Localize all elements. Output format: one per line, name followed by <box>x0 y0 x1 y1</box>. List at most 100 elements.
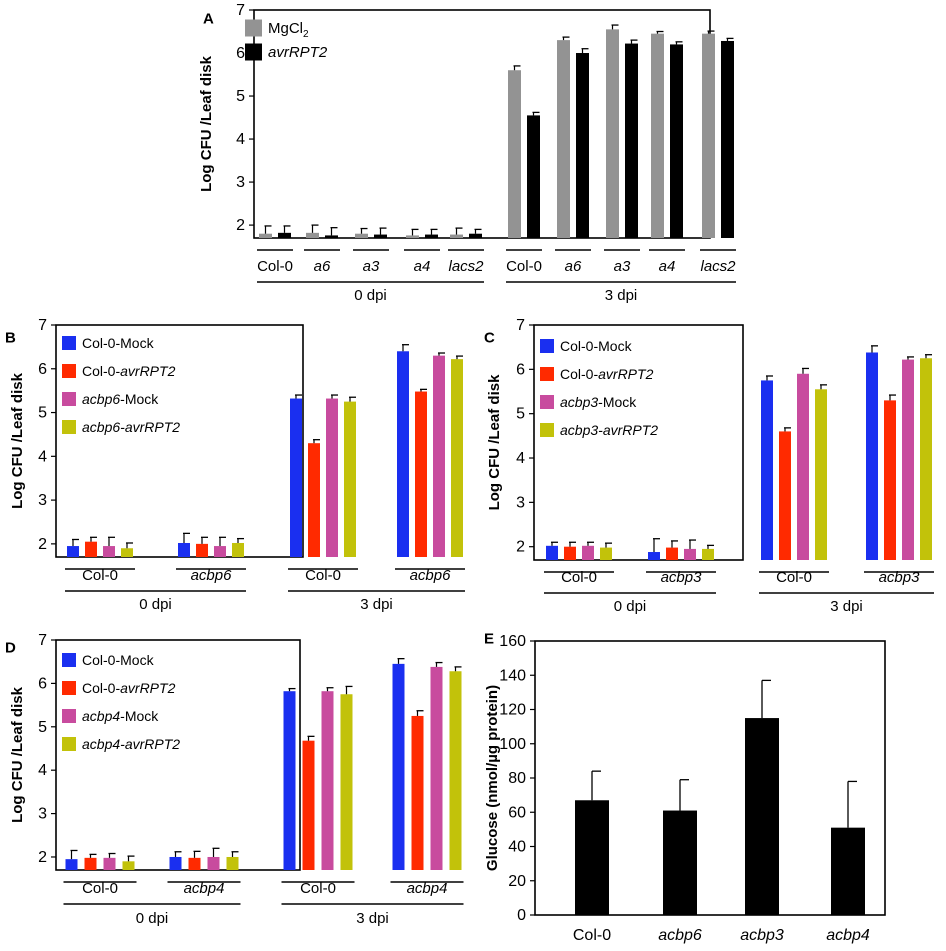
y-tick-label: 3 <box>236 174 245 191</box>
bar <box>797 373 809 560</box>
y-tick-label: 4 <box>516 450 525 467</box>
legend-label-prefix: Col-0- <box>82 363 120 379</box>
y-tick-label: 3 <box>38 492 47 509</box>
x-group-label: 0 dpi <box>614 598 647 615</box>
y-tick-label: 7 <box>38 632 47 649</box>
bar <box>779 431 791 560</box>
bar <box>308 443 320 557</box>
x-category-label: Col-0 <box>506 258 542 275</box>
legend-swatch <box>62 709 76 723</box>
y-tick-label: 5 <box>38 719 47 736</box>
x-category-label: a6 <box>565 258 582 275</box>
x-category-label: acbp6 <box>191 567 233 584</box>
x-category-label: acbp4 <box>184 880 225 897</box>
bar <box>169 856 182 870</box>
x-category-label: Col-0 <box>561 569 597 586</box>
x-category-label: acbp4 <box>407 880 448 897</box>
legend-label-text: MgCl <box>268 20 303 37</box>
y-tick-label: 6 <box>38 675 47 692</box>
legend-label: acbp6-avrRPT2 <box>82 419 180 435</box>
x-category-label: lacs2 <box>700 258 736 275</box>
legend-label: Col-0-avrRPT2 <box>560 366 654 382</box>
bar <box>325 235 338 238</box>
x-group-label: 0 dpi <box>136 910 169 927</box>
bar <box>557 40 570 239</box>
y-tick-label: 5 <box>236 88 245 105</box>
legend-label-subscript: 2 <box>303 29 309 40</box>
y-tick-label: 7 <box>516 317 525 334</box>
x-category-label: lacs2 <box>448 258 484 275</box>
y-axis-title: Log CFU /Leaf disk <box>9 372 26 509</box>
y-tick-label: 6 <box>38 361 47 378</box>
legend-label-prefix: acbp4 <box>82 708 120 724</box>
x-group-label: 3 dpi <box>356 910 389 927</box>
panel-b: B 2 3 4 5 6 7 Log CFU /Leaf disk Col-0 acbp6 0 dpi… <box>5 317 465 613</box>
y-tick-label: 140 <box>499 667 526 684</box>
y-tick-label: 7 <box>38 317 47 334</box>
y-tick-label: 4 <box>38 762 47 779</box>
bar <box>392 663 405 870</box>
bar <box>663 810 697 915</box>
bar <box>411 715 424 870</box>
x-category-label: a3 <box>363 258 380 275</box>
legend-label-text: avrRPT2 <box>598 366 653 382</box>
bar <box>761 380 773 560</box>
legend-label: acbp4-Mock <box>82 708 159 724</box>
bar <box>670 44 683 238</box>
bar <box>178 542 190 557</box>
y-tick-label: 4 <box>38 448 47 465</box>
y-axis-title: Log CFU /Leaf disk <box>9 686 26 823</box>
bar <box>469 233 482 238</box>
bar <box>326 398 338 557</box>
legend-label-text: -Mock <box>120 708 159 724</box>
bar <box>397 351 409 557</box>
y-tick-label: 20 <box>508 873 526 890</box>
x-category-label: acbp3 <box>661 569 703 586</box>
legend-label: Col-0-Mock <box>82 652 155 668</box>
legend-label-prefix: acbp3 <box>560 422 598 438</box>
bar <box>196 543 208 557</box>
legend-swatch <box>62 336 76 350</box>
legend-swatch <box>62 653 76 667</box>
legend-label-prefix: acbp6 <box>82 391 120 407</box>
y-tick-label: 0 <box>517 907 526 924</box>
bar <box>564 546 576 560</box>
bar <box>344 401 356 557</box>
legend-label: Col-0-avrRPT2 <box>82 680 176 696</box>
bar <box>425 234 438 238</box>
bar <box>527 115 540 238</box>
bar <box>648 552 660 560</box>
bar <box>65 859 78 870</box>
y-tick-label: 120 <box>499 702 526 719</box>
bar <box>450 234 463 238</box>
plot-frame <box>533 324 744 561</box>
legend-label-prefix: acbp6 <box>82 419 120 435</box>
bar <box>226 856 239 870</box>
bar <box>831 827 865 915</box>
bar <box>582 545 594 560</box>
bar <box>67 546 79 557</box>
y-tick-label: 3 <box>516 494 525 511</box>
y-tick-label: 4 <box>236 131 245 148</box>
legend-label-text: -avrRPT2 <box>598 422 658 438</box>
x-category-label: Col-0 <box>776 569 812 586</box>
legend-label: avrRPT2 <box>268 44 328 61</box>
y-tick-label: 2 <box>38 536 47 553</box>
legend-label-text: avrRPT2 <box>120 680 175 696</box>
bar <box>355 233 368 238</box>
legend-label: acbp3-avrRPT2 <box>560 422 658 438</box>
bar <box>340 694 353 870</box>
panel-letter: E <box>484 630 494 647</box>
plot-frame <box>55 639 301 871</box>
legend-swatch <box>62 420 76 434</box>
bar <box>884 400 896 560</box>
bar <box>84 857 97 870</box>
legend-label-text: -avrRPT2 <box>120 419 180 435</box>
y-tick-label: 40 <box>508 839 526 856</box>
legend-label-text: -Mock <box>598 394 637 410</box>
legend-label: MgCl2 <box>268 20 309 40</box>
bar <box>508 70 521 239</box>
x-category-label: Col-0 <box>82 880 118 897</box>
bar <box>290 398 302 557</box>
bar <box>232 542 244 557</box>
